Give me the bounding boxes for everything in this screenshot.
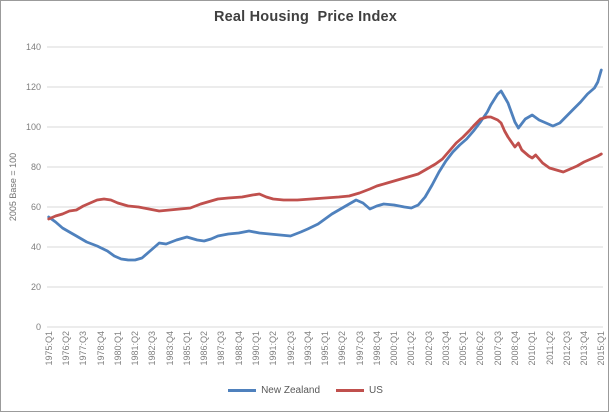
x-tick-label: 2011:Q2 [544,331,555,365]
x-tick-label: 1990:Q1 [250,331,261,366]
y-tick-label: 100 [25,121,41,132]
y-tick-label: 0 [35,321,41,332]
x-tick-label: 1996:Q2 [337,331,348,366]
series-line-us [47,115,603,221]
x-tick-label: 2007:Q3 [492,331,503,366]
legend-item-new-zealand: New Zealand [228,385,320,396]
y-tick-label: 120 [25,81,41,92]
x-tick-label: 1987:Q3 [216,331,227,366]
x-tick-label: 2006:Q2 [475,331,486,366]
x-tick-label: 1977:Q3 [78,331,89,366]
y-tick-label: 80 [30,161,41,172]
legend-label: New Zealand [261,385,320,396]
x-tick-label: 1981:Q2 [130,331,141,366]
x-tick-label: 1986:Q2 [199,331,210,366]
x-tick-label: 1997:Q3 [354,331,365,366]
x-tick-label: 1983:Q4 [164,331,175,366]
x-tick-label: 2015:Q1 [596,331,607,366]
x-tick-label: 1998:Q4 [371,331,382,366]
x-tick-label: 2013:Q4 [579,331,589,366]
x-tick-label: 1993:Q4 [302,331,313,366]
chart-title: Real Housing Price Index [213,9,398,25]
x-tick-label: 2005:Q1 [458,331,469,366]
x-tick-label: 2008:Q4 [509,331,520,366]
legend-item-us: US [336,385,383,396]
y-tick-label: 140 [25,41,41,52]
x-tick-label: 2010:Q1 [527,331,538,366]
x-tick-label: 1975:Q1 [43,331,54,366]
x-tick-label: 2001:Q2 [406,331,417,366]
y-tick-label: 20 [30,281,41,292]
y-tick-label: 40 [30,241,41,252]
x-tick-label: 1988:Q4 [233,331,244,366]
x-tick-label: 1992:Q3 [285,331,296,366]
x-tick-label: 2002:Q3 [423,331,434,366]
x-tick-label: 1980:Q1 [112,331,123,366]
x-tick-label: 2000:Q1 [389,331,400,366]
chart-legend: New Zealand US [1,385,608,396]
x-tick-label: 2012:Q3 [561,331,572,366]
legend-line-swatch [336,389,364,392]
x-tick-label: 1985:Q1 [181,331,192,366]
x-tick-label: 2003:Q4 [440,331,451,366]
y-tick-label: 60 [30,201,41,212]
x-tick-label: 1991:Q2 [268,331,279,366]
x-tick-label: 1995:Q1 [320,331,330,366]
x-tick-label: 1978:Q4 [95,331,106,366]
legend-label: US [369,385,383,396]
series-line-new-zealand [47,68,603,262]
legend-line-swatch [228,389,257,392]
x-tick-label: 1982:Q3 [147,331,158,366]
x-tick-label: 1976:Q2 [61,331,71,366]
